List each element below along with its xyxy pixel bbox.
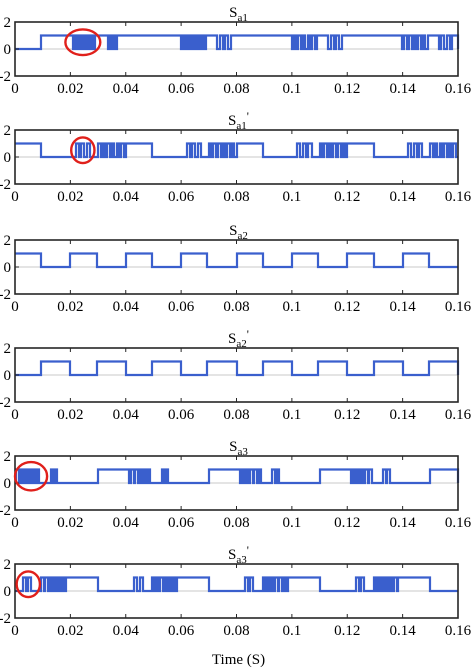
y-tick-label: 2 [4,233,12,249]
x-tick-label: 0.04 [113,623,140,639]
panel-title: Sa2 [229,223,248,242]
x-tick-label: 0.06 [168,189,195,205]
panel-title: Sa2' [228,327,249,350]
x-tick-label: 0.12 [334,189,360,205]
x-tick-label: 0.16 [445,623,472,639]
signal-trace [15,34,460,51]
x-tick-label: 0.16 [445,515,472,531]
x-tick-label: 0 [11,189,19,205]
y-tick-label: 2 [4,123,12,139]
y-tick-label: 0 [4,584,12,600]
panel-title: Sa3' [228,543,249,566]
x-tick-label: 0.08 [223,81,249,97]
panel-title: Sa3 [229,439,248,458]
y-tick-label: -2 [0,69,11,85]
x-tick-label: 0.14 [390,515,417,531]
x-tick-label: 0.06 [168,299,195,315]
x-tick-label: 0.04 [113,189,140,205]
x-tick-label: 0.12 [334,81,360,97]
x-tick-label: 0.16 [445,299,472,315]
x-tick-label: 0.02 [57,299,83,315]
signal-trace [15,252,458,269]
x-tick-label: 0 [11,623,19,639]
y-tick-label: 2 [4,449,12,465]
x-tick-label: 0.12 [334,623,360,639]
y-tick-label: 2 [4,557,12,573]
x-tick-label: 0.04 [113,515,140,531]
y-tick-label: -2 [0,395,11,411]
x-tick-label: 0.16 [445,81,472,97]
signal-trace [15,360,460,377]
x-tick-label: 0.02 [57,81,83,97]
signal-trace [15,576,458,593]
x-tick-label: 0.04 [113,299,140,315]
x-tick-label: 0.04 [113,81,140,97]
x-tick-label: 0.06 [168,407,195,423]
y-tick-label: -2 [0,611,11,627]
y-tick-label: 0 [4,42,12,58]
x-tick-label: 0.08 [223,407,249,423]
x-tick-label: 0.12 [334,299,360,315]
x-tick-label: 0.02 [57,515,83,531]
x-tick-label: 0.14 [390,81,417,97]
x-tick-label: 0.14 [390,299,417,315]
y-tick-label: 0 [4,476,12,492]
x-tick-label: 0.12 [334,407,360,423]
x-tick-label: 0.02 [57,189,83,205]
highlight-circle [13,460,49,492]
x-tick-label: 0.1 [283,299,302,315]
y-tick-label: 2 [4,341,12,357]
x-tick-label: 0 [11,515,19,531]
x-tick-label: 0 [11,407,19,423]
y-tick-label: -2 [0,177,11,193]
x-tick-label: 0.14 [390,189,417,205]
y-tick-label: -2 [0,287,11,303]
x-tick-label: 0.1 [283,407,302,423]
panel-title: Sa1' [228,109,249,132]
x-tick-label: 0.16 [445,407,472,423]
x-axis-label: Time (S) [212,652,265,668]
x-tick-label: 0.06 [168,81,195,97]
highlight-circle [64,28,102,57]
signal-trace [15,142,458,159]
x-tick-label: 0.06 [168,623,195,639]
highlight-circle [70,136,96,165]
x-tick-label: 0 [11,81,19,97]
x-tick-label: 0.08 [223,515,249,531]
x-tick-label: 0.02 [57,623,83,639]
x-tick-label: 0.02 [57,407,83,423]
y-tick-label: 0 [4,368,12,384]
highlight-circle [15,570,42,599]
x-tick-label: 0.1 [283,623,302,639]
y-tick-label: 2 [4,15,12,31]
y-tick-label: -2 [0,503,11,519]
x-tick-label: 0.14 [390,407,417,423]
x-tick-label: 0.08 [223,299,249,315]
panel-title: Sa1 [229,5,248,24]
x-tick-label: 0.08 [223,189,249,205]
signal-trace [14,468,460,485]
x-tick-label: 0.04 [113,407,140,423]
y-tick-label: 0 [4,150,12,166]
x-tick-label: 0.12 [334,515,360,531]
y-tick-label: 0 [4,260,12,276]
x-tick-label: 0 [11,299,19,315]
x-tick-label: 0.1 [283,515,302,531]
x-tick-label: 0.16 [445,189,472,205]
x-tick-label: 0.1 [283,189,302,205]
x-tick-label: 0.14 [390,623,417,639]
x-tick-label: 0.08 [223,623,249,639]
x-tick-label: 0.1 [283,81,302,97]
x-tick-label: 0.06 [168,515,195,531]
